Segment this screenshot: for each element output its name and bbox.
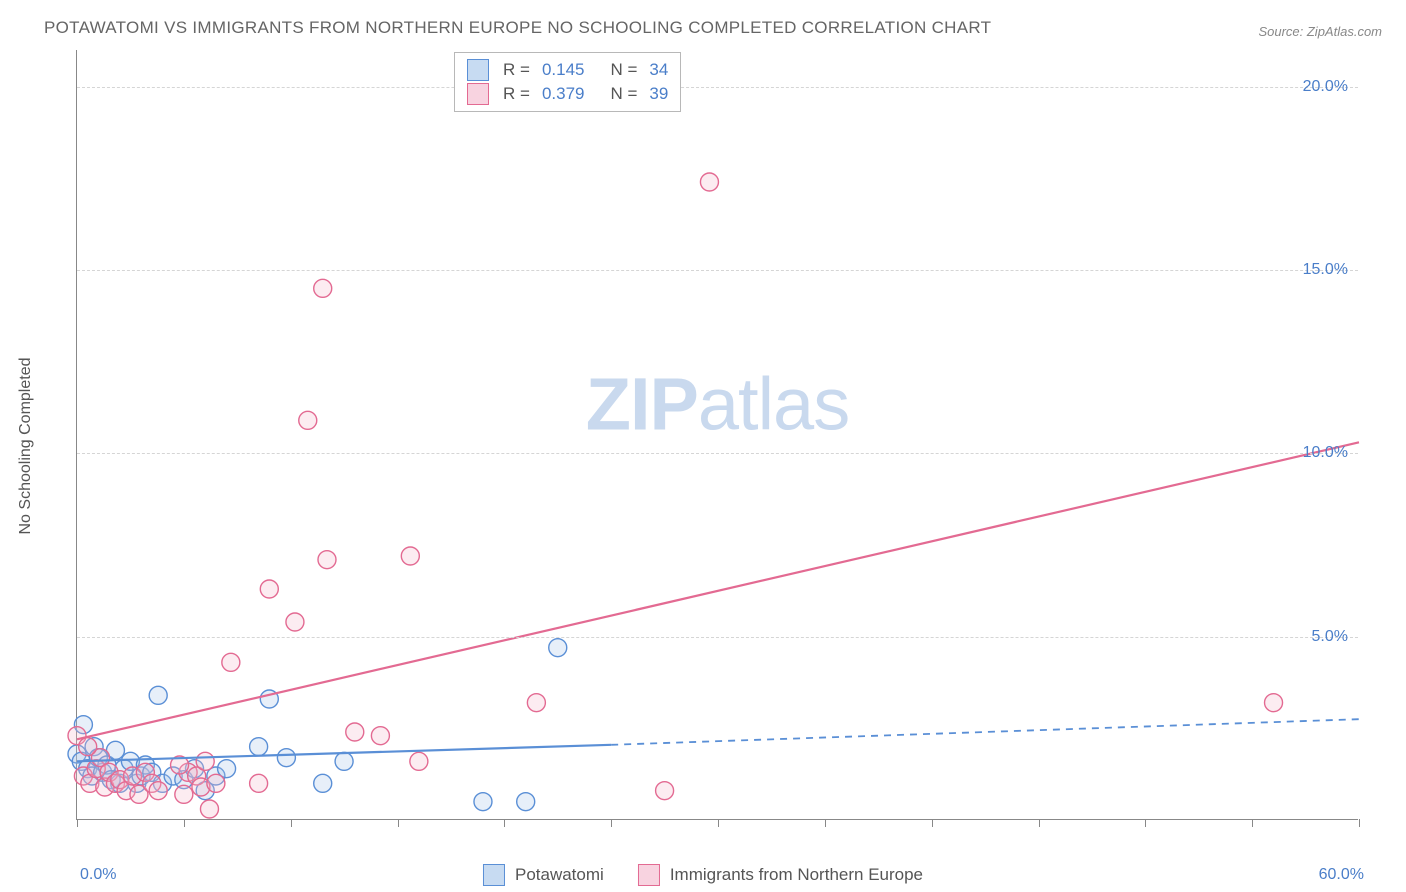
x-tick [184, 819, 185, 827]
data-point [222, 653, 240, 671]
x-tick [932, 819, 933, 827]
data-point [527, 694, 545, 712]
n-label: N = [610, 60, 637, 80]
x-axis-start-label: 0.0% [80, 866, 116, 884]
data-point [474, 793, 492, 811]
plot-inner: ZIPatlas 5.0%10.0%15.0%20.0% [77, 50, 1358, 819]
data-point [335, 752, 353, 770]
x-tick [1145, 819, 1146, 827]
series-legend: Potawatomi Immigrants from Northern Europ… [483, 864, 923, 886]
x-tick [398, 819, 399, 827]
data-point [517, 793, 535, 811]
x-tick [1252, 819, 1253, 827]
data-point [277, 749, 295, 767]
y-tick-label: 10.0% [1303, 444, 1348, 462]
x-tick [291, 819, 292, 827]
x-tick [1039, 819, 1040, 827]
data-point [700, 173, 718, 191]
data-point [207, 774, 225, 792]
correlation-legend: R = 0.145 N = 34 R = 0.379 N = 39 [454, 52, 681, 112]
data-point [346, 723, 364, 741]
x-tick [611, 819, 612, 827]
y-axis-title: No Schooling Completed [17, 358, 35, 535]
legend-swatch [638, 864, 660, 886]
data-point [250, 774, 268, 792]
data-point [286, 613, 304, 631]
data-point [318, 551, 336, 569]
y-tick-label: 20.0% [1303, 78, 1348, 96]
gridline-h [77, 87, 1358, 88]
gridline-h [77, 453, 1358, 454]
x-tick [718, 819, 719, 827]
data-point [371, 727, 389, 745]
x-tick [504, 819, 505, 827]
legend-row: R = 0.379 N = 39 [467, 82, 668, 106]
data-point [175, 785, 193, 803]
legend-swatch [467, 59, 489, 81]
chart-title: POTAWATOMI VS IMMIGRANTS FROM NORTHERN E… [44, 18, 991, 38]
legend-item: Immigrants from Northern Europe [638, 864, 923, 886]
r-label: R = [503, 60, 530, 80]
data-point [260, 580, 278, 598]
y-tick-label: 5.0% [1312, 628, 1348, 646]
plot-area: ZIPatlas 5.0%10.0%15.0%20.0% [76, 50, 1358, 820]
trend-line-extrapolated [611, 719, 1359, 745]
data-point [314, 774, 332, 792]
gridline-h [77, 637, 1358, 638]
n-value: 39 [649, 84, 668, 104]
chart-svg [77, 50, 1358, 819]
r-value: 0.145 [542, 60, 585, 80]
legend-label: Potawatomi [515, 865, 604, 885]
data-point [149, 782, 167, 800]
data-point [250, 738, 268, 756]
source-attribution: Source: ZipAtlas.com [1258, 24, 1382, 39]
data-point [410, 752, 428, 770]
n-value: 34 [649, 60, 668, 80]
data-point [299, 411, 317, 429]
data-point [196, 752, 214, 770]
y-tick-label: 15.0% [1303, 261, 1348, 279]
legend-item: Potawatomi [483, 864, 604, 886]
x-tick [77, 819, 78, 827]
data-point [549, 639, 567, 657]
r-label: R = [503, 84, 530, 104]
legend-label: Immigrants from Northern Europe [670, 865, 923, 885]
legend-swatch [467, 83, 489, 105]
x-axis-end-label: 60.0% [1319, 866, 1364, 884]
r-value: 0.379 [542, 84, 585, 104]
legend-row: R = 0.145 N = 34 [467, 58, 668, 82]
x-tick [825, 819, 826, 827]
data-point [149, 686, 167, 704]
data-point [656, 782, 674, 800]
legend-swatch [483, 864, 505, 886]
data-point [1265, 694, 1283, 712]
x-tick [1359, 819, 1360, 827]
data-point [401, 547, 419, 565]
data-point [79, 738, 97, 756]
data-point [314, 279, 332, 297]
gridline-h [77, 270, 1358, 271]
data-point [200, 800, 218, 818]
n-label: N = [610, 84, 637, 104]
